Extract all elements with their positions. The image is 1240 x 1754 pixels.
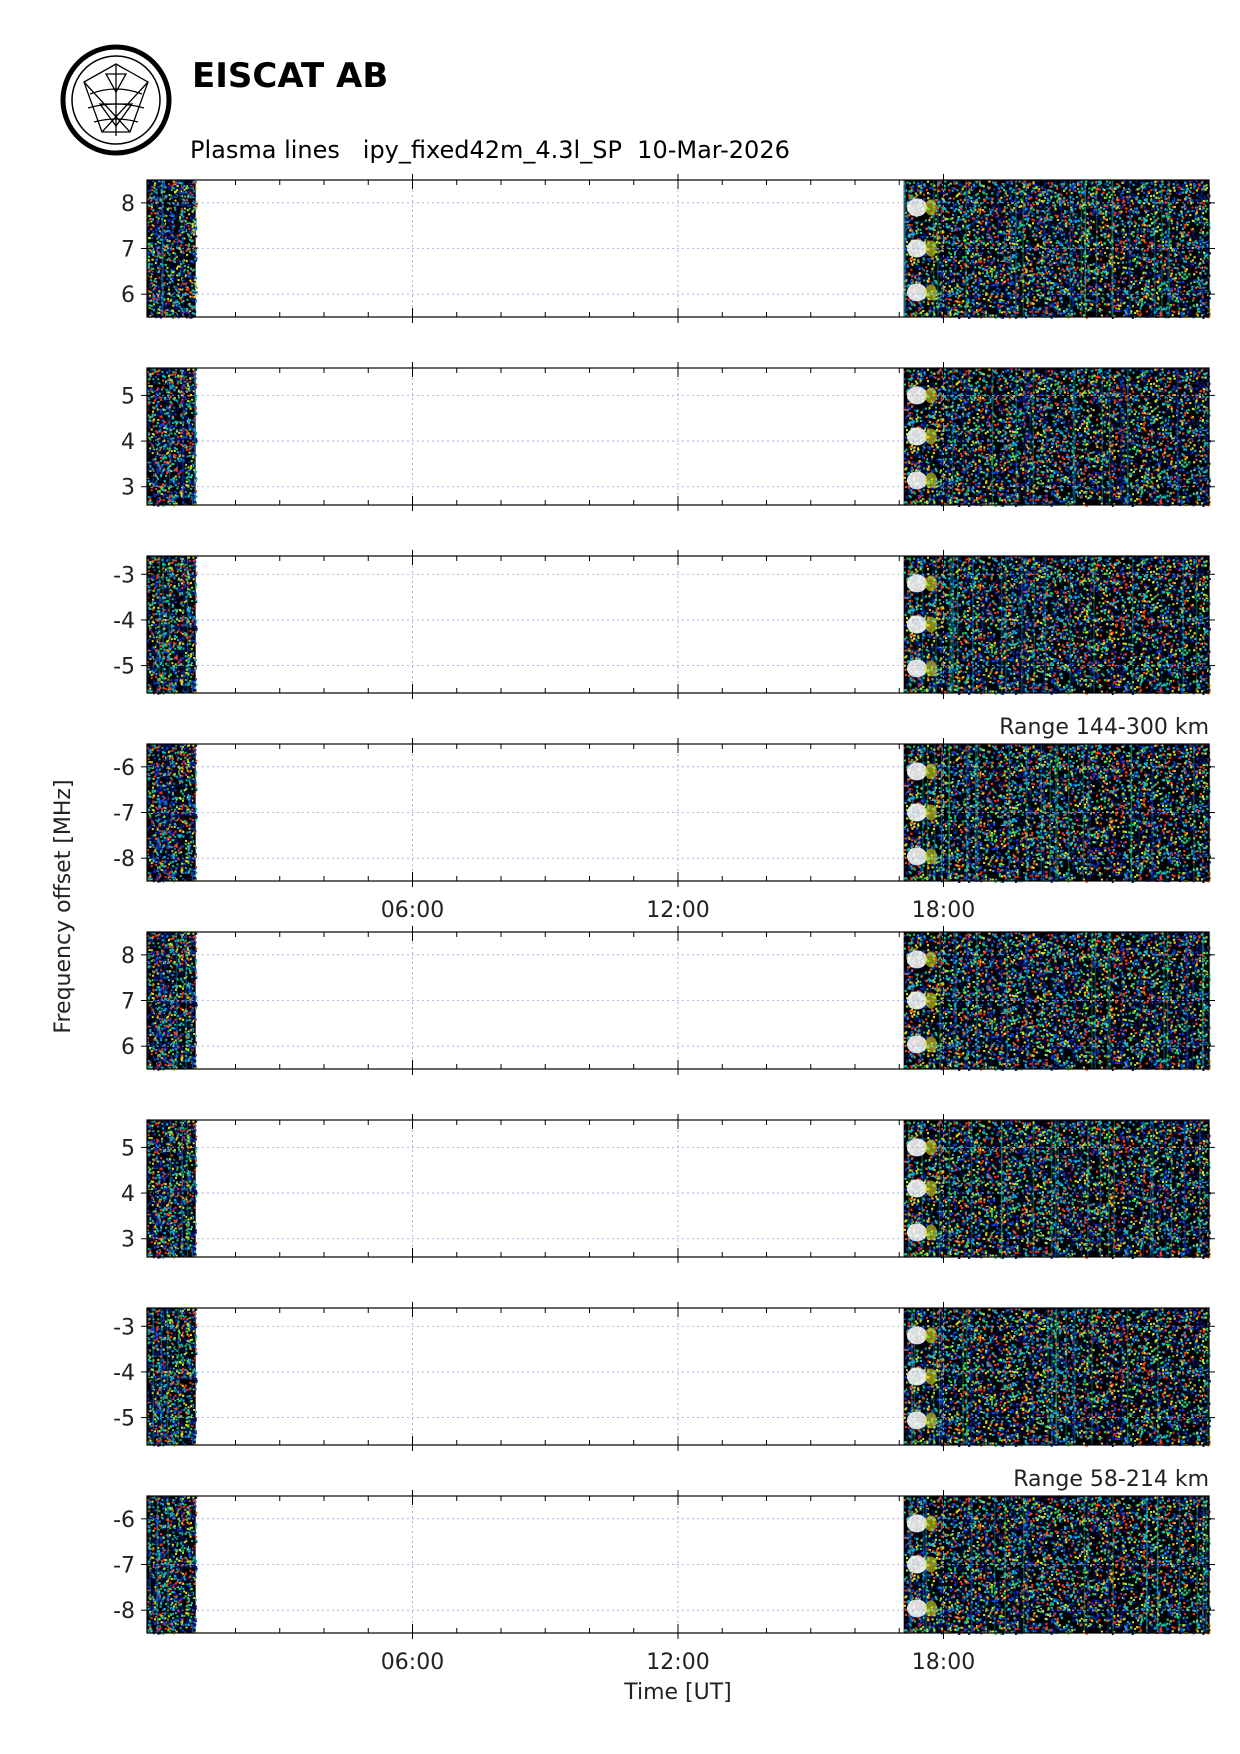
y-tick-label: 4 [121,1182,135,1207]
spectrogram-block [904,180,1211,319]
y-tick-label: -3 [113,1315,135,1340]
spectrogram-block [904,1308,1211,1447]
x-tick-label: 06:00 [381,898,444,923]
y-tick-label: 8 [121,192,135,217]
y-tick-label: -4 [113,609,135,634]
y-tick-label: 3 [121,476,135,501]
panel-4: -6 -7 -8 06:00 12:00 18:00 [113,738,1215,923]
plasma-line-chart: 8 7 6 5 4 3 -3 -4 -5 -6 -7 -8 06:00 12:00 18:00 8 7 6 5 4 3 -… [0,0,1240,1754]
spectrogram-block [147,932,198,1071]
panel-6: 5 4 3 [121,1114,1215,1263]
spectrogram-block [147,180,198,319]
spectrogram-block [904,1496,1211,1635]
y-tick-label: -5 [113,655,135,680]
y-tick-label: -7 [113,1554,135,1579]
panel-8: -6 -7 -8 06:00 12:00 18:00 [113,1490,1215,1675]
x-tick-label: 12:00 [646,898,709,923]
panel-2: 5 4 3 [121,362,1215,511]
panel-5: 8 7 6 [121,926,1215,1075]
y-tick-label: -8 [113,1599,135,1624]
x-axis-label: Time [UT] [623,1680,732,1705]
spectrogram-block [904,932,1211,1071]
y-tick-label: 4 [121,430,135,455]
panel-1: 8 7 6 [121,174,1215,323]
y-tick-label: -6 [113,1508,135,1533]
spectrogram-block [147,1308,198,1447]
spectrogram-block [147,744,198,883]
y-tick-label: 5 [121,1136,135,1161]
panel-7: -3 -4 -5 [113,1302,1215,1451]
y-tick-label: -4 [113,1361,135,1386]
panel-3: -3 -4 -5 [113,550,1215,699]
spectrogram-block [904,556,1211,695]
x-tick-label: 12:00 [646,1650,709,1675]
spectrogram-block [147,368,198,507]
spectrogram-block [147,556,198,695]
x-tick-label: 06:00 [381,1650,444,1675]
y-tick-label: -5 [113,1407,135,1432]
range-label: Range 58-214 km [1013,1467,1209,1492]
x-tick-label: 18:00 [912,898,975,923]
y-tick-label: 7 [121,238,135,263]
spectrogram-block [147,1496,198,1635]
y-tick-label: -3 [113,563,135,588]
y-tick-label: 6 [121,1035,135,1060]
spectrogram-block [904,744,1211,883]
y-axis-label: Frequency offset [MHz] [51,779,76,1033]
y-tick-label: 7 [121,990,135,1015]
y-tick-label: -6 [113,756,135,781]
y-tick-label: -8 [113,847,135,872]
spectrogram-block [147,1120,198,1259]
spectrogram-block [904,1120,1211,1259]
y-tick-label: -7 [113,802,135,827]
spectrogram-block [904,368,1211,507]
y-tick-label: 6 [121,283,135,308]
y-tick-label: 8 [121,944,135,969]
x-tick-label: 18:00 [912,1650,975,1675]
y-tick-label: 5 [121,384,135,409]
y-tick-label: 3 [121,1228,135,1253]
range-label: Range 144-300 km [999,715,1209,740]
